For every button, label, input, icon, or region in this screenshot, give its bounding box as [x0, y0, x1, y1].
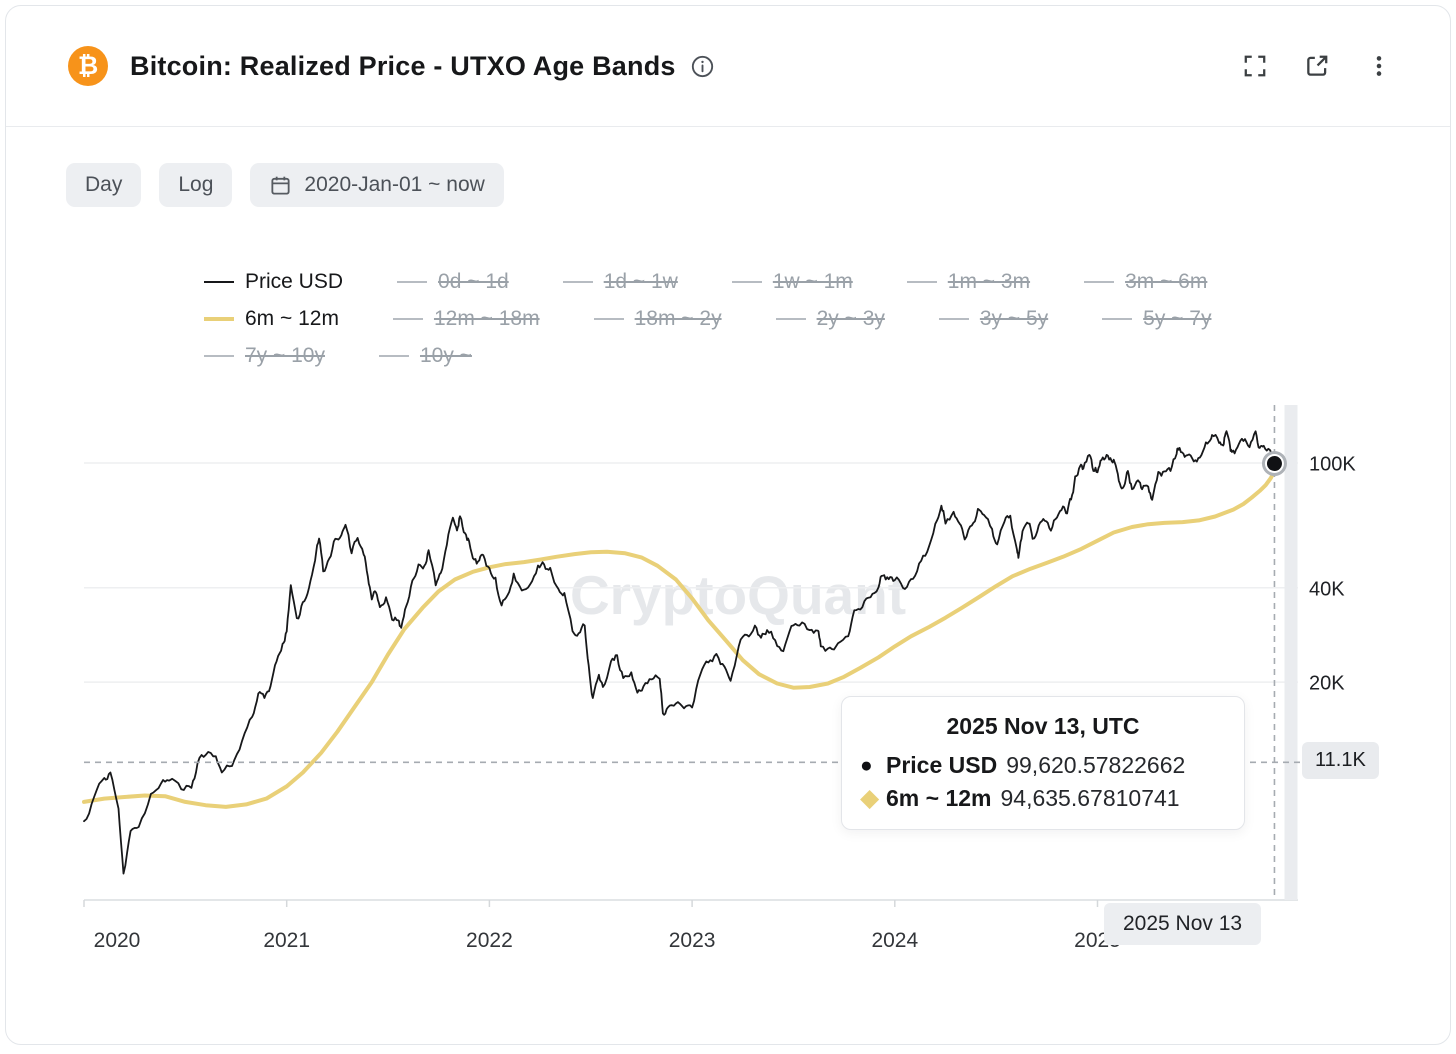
legend-line-swatch: [204, 316, 234, 321]
6m-12m-line: [82, 468, 1277, 809]
legend-label: 3y ~ 5y: [979, 306, 1049, 330]
legend-row: 6m ~ 12m 12m ~ 18m 18m ~ 2y 2y ~ 3y 3y ~ 5y 5…: [204, 300, 1304, 337]
legend-label: Price USD: [245, 269, 344, 293]
header: ₿ Bitcoin: Realized Price - UTXO Age Ban…: [6, 6, 1450, 127]
legend-label: 18m ~ 2y: [634, 306, 722, 330]
y-axis-label: 40K: [1309, 578, 1345, 600]
legend-item-1w-1m[interactable]: 1w ~ 1m: [731, 269, 853, 294]
y-axis-label: 100K: [1309, 454, 1356, 476]
legend-item-10y[interactable]: 10y ~: [378, 343, 472, 368]
legend-line-swatch: [906, 280, 937, 283]
calendar-icon: [269, 174, 292, 197]
legend-line-swatch: [731, 280, 762, 283]
legend-label: 1d ~ 1w: [603, 269, 678, 293]
header-actions: [1242, 53, 1392, 79]
legend-label: 6m ~ 12m: [245, 306, 339, 330]
legend-row: Price USD 0d ~ 1d 1d ~ 1w 1w ~ 1m 1m ~ 3m 3m …: [204, 263, 1304, 300]
scale-chip[interactable]: Log: [159, 163, 233, 207]
price-dot-icon: ●: [860, 754, 873, 777]
tooltip-row-band: ◆ 6m ~ 12m 94,635.67810741: [842, 782, 1244, 815]
kebab-menu-icon[interactable]: [1366, 53, 1392, 79]
x-axis-label: 2020: [94, 929, 141, 952]
legend-label: 10y ~: [419, 343, 472, 367]
legend-item-3m-6m[interactable]: 3m ~ 6m: [1084, 270, 1207, 294]
legend-item-0d-1d[interactable]: 0d ~ 1d: [397, 270, 509, 294]
legend-item-6m-12m[interactable]: 6m ~ 12m: [204, 307, 339, 331]
info-icon[interactable]: [690, 54, 715, 79]
bitcoin-logo-icon: ₿: [68, 46, 108, 86]
band-diamond-icon: ◆: [860, 784, 880, 812]
date-range-label: 2020-Jan-01 ~ now: [304, 173, 485, 196]
tooltip-price-label: Price USD: [886, 752, 998, 778]
x-axis-label: 2022: [466, 929, 513, 952]
legend-label: 3m ~ 6m: [1125, 269, 1208, 293]
legend-line-swatch: [593, 317, 624, 320]
legend-label: 1m ~ 3m: [947, 269, 1031, 293]
legend-label: 2y ~ 3y: [816, 306, 885, 330]
legend-item-1d-1w[interactable]: 1d ~ 1w: [562, 269, 678, 294]
legend-item-price-usd[interactable]: Price USD: [204, 270, 343, 294]
page-title: Bitcoin: Realized Price - UTXO Age Bands: [130, 50, 676, 81]
legend-item-5y-7y[interactable]: 5y ~ 7y: [1102, 307, 1211, 331]
legend-line-swatch: [392, 317, 423, 320]
watermark: CryptoQuant: [569, 564, 907, 626]
chart-card: ₿ Bitcoin: Realized Price - UTXO Age Ban…: [5, 5, 1451, 1045]
legend-item-2y-3y[interactable]: 2y ~ 3y: [775, 306, 885, 331]
legend-item-12m-18m[interactable]: 12m ~ 18m: [392, 306, 540, 331]
tooltip-band-label: 6m ~ 12m: [886, 785, 992, 811]
scale-label: Log: [178, 173, 214, 196]
legend-line-swatch: [1084, 280, 1115, 283]
legend-row: 7y ~ 10y 10y ~: [204, 337, 1304, 374]
tooltip-band-value: 94,635.67810741: [1000, 785, 1180, 811]
interval-label: Day: [85, 173, 123, 196]
legend-item-18m-2y[interactable]: 18m ~ 2y: [593, 306, 722, 331]
crosshair-x-label: 2025 Nov 13: [1104, 903, 1262, 945]
chart-area: CryptoQuant 100K 40K 20K 2020 2021 2022 2023 20…: [6, 400, 1450, 980]
legend-line-swatch: [397, 280, 428, 283]
tooltip-date: 2025 Nov 13, UTC: [946, 713, 1140, 739]
legend-item-7y-10y[interactable]: 7y ~ 10y: [204, 344, 325, 368]
legend-line-swatch: [204, 280, 234, 283]
tooltip-row-price: ● Price USD 99,620.57822662: [842, 749, 1244, 782]
legend: Price USD 0d ~ 1d 1d ~ 1w 1w ~ 1m 1m ~ 3m 3m …: [204, 263, 1304, 374]
legend-label: 1w ~ 1m: [772, 269, 853, 293]
axis-edge-band: [1284, 405, 1298, 900]
legend-label: 0d ~ 1d: [438, 269, 509, 293]
chart-tooltip: 2025 Nov 13, UTC ● Price USD 99,620.5782…: [841, 696, 1245, 830]
x-axis-label: 2023: [669, 929, 716, 952]
price-point-marker: [1266, 456, 1282, 472]
legend-item-1m-3m[interactable]: 1m ~ 3m: [906, 269, 1031, 294]
toolbar: Day Log 2020-Jan-01 ~ now: [66, 163, 1450, 207]
legend-line-swatch: [562, 280, 593, 283]
price-usd-line: [83, 430, 1276, 875]
x-axis-label: 2021: [263, 929, 310, 952]
tooltip-price-value: 99,620.57822662: [1006, 752, 1186, 778]
legend-label: 5y ~ 7y: [1143, 306, 1212, 330]
legend-item-3y-5y[interactable]: 3y ~ 5y: [938, 306, 1049, 331]
legend-line-swatch: [938, 317, 969, 320]
fullscreen-icon[interactable]: [1242, 53, 1268, 79]
legend-line-swatch: [1102, 317, 1133, 320]
crosshair-y-label: 11.1K: [1302, 742, 1379, 779]
legend-label: 12m ~ 18m: [433, 306, 540, 330]
interval-chip[interactable]: Day: [66, 163, 142, 207]
legend-line-swatch: [378, 354, 409, 357]
y-axis-label: 20K: [1309, 673, 1345, 695]
date-range-chip[interactable]: 2020-Jan-01 ~ now: [250, 163, 504, 207]
open-in-new-icon[interactable]: [1304, 53, 1330, 79]
legend-line-swatch: [775, 317, 806, 320]
x-axis-label: 2024: [871, 929, 918, 952]
legend-line-swatch: [204, 354, 234, 357]
legend-label: 7y ~ 10y: [245, 343, 325, 367]
